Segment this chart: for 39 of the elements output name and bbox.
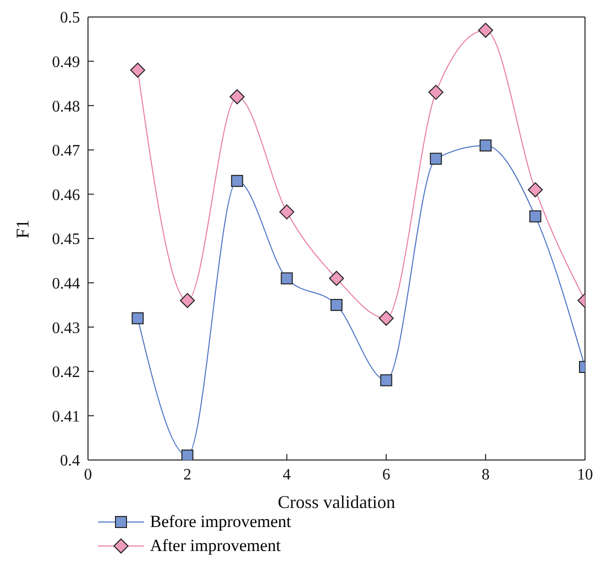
point (130, 62, 146, 78)
point (480, 139, 492, 152)
y-tick-label: 0.47 (52, 142, 80, 160)
x-tick-label: 2 (183, 466, 192, 484)
x-tick-label: 4 (282, 466, 291, 484)
x-tick-label: 0 (84, 466, 92, 484)
y-axis-title: F1 (12, 219, 32, 238)
point (330, 298, 342, 311)
legend-label: Before improvement (150, 512, 292, 532)
x-axis-title: Cross validation (278, 492, 396, 512)
x-tick-label: 10 (577, 466, 593, 484)
point (380, 374, 392, 386)
y-tick-label: 0.41 (52, 408, 80, 426)
y-tick-label: 0.44 (52, 275, 80, 292)
point (529, 210, 542, 222)
point (478, 22, 494, 38)
point (428, 84, 444, 100)
y-tick-label: 0.48 (52, 98, 80, 116)
point (528, 182, 543, 198)
y-tick-label: 0.46 (52, 186, 80, 204)
point (430, 152, 442, 165)
legend-label: After improvement (150, 536, 281, 556)
point (280, 272, 293, 284)
y-tick-label: 0.5 (60, 10, 80, 27)
point (279, 204, 294, 220)
point (378, 310, 394, 326)
point (132, 312, 144, 324)
x-tick-label: 8 (482, 466, 490, 484)
point (329, 270, 344, 286)
x-tick-label: 6 (382, 466, 390, 484)
y-tick-label: 0.49 (52, 54, 80, 71)
point (181, 450, 194, 460)
point (180, 293, 195, 308)
y-tick-label: 0.43 (52, 320, 80, 337)
y-tick-label: 0.4 (60, 452, 80, 470)
point (231, 174, 244, 187)
y-tick-label: 0.45 (52, 231, 80, 248)
y-tick-label: 0.42 (52, 364, 80, 382)
point (230, 89, 245, 104)
